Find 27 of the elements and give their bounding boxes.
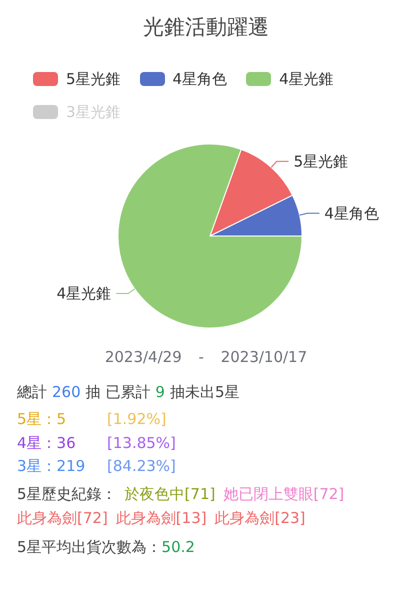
legend-label: 4星光錐	[279, 70, 334, 88]
text: 50.2	[162, 537, 195, 558]
text: 5星歷史紀錄：	[17, 484, 117, 505]
text: [13.85%]	[107, 433, 176, 454]
text: 總計	[17, 382, 47, 403]
text: 5星平均出貨次數為：	[17, 537, 162, 558]
text: [1.92%]	[107, 409, 166, 430]
legend-label: 5星光錐	[66, 70, 121, 88]
text: 於夜色中[71]	[124, 484, 216, 505]
text: 她已閉上雙眼[72]	[223, 484, 344, 505]
slice-label: 5星光錐	[294, 152, 348, 170]
text: 此身為劍[23]	[214, 508, 306, 529]
text: 4星：36	[17, 433, 77, 454]
text: 5星：5	[17, 409, 68, 430]
text: [84.23%]	[107, 456, 176, 477]
text: 此身為劍[72]	[17, 508, 108, 529]
slice-label: 4星光錐	[56, 284, 112, 302]
slice-label: 4星角色	[324, 204, 379, 222]
text: 抽未出5星	[170, 382, 240, 403]
text: 260	[52, 382, 81, 403]
text: 9	[155, 382, 165, 403]
text: 3星：219	[17, 456, 86, 477]
legend-label: 4星角色	[172, 70, 228, 88]
chart-title: 光錐活動躍遷	[142, 14, 270, 41]
text: 抽 已累計	[86, 382, 150, 403]
text: 此身為劍[13]	[116, 508, 207, 529]
text: 2023/4/29 - 2023/10/17	[104, 347, 308, 368]
